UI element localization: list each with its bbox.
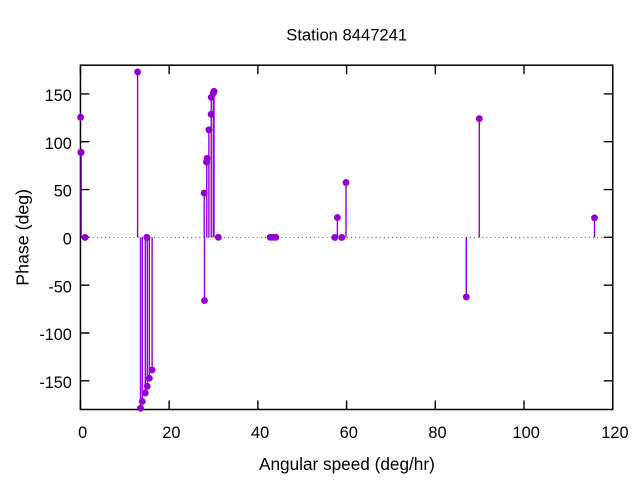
svg-text:40: 40 — [251, 424, 269, 442]
svg-text:50: 50 — [54, 183, 72, 201]
svg-text:20: 20 — [162, 424, 180, 442]
svg-text:Phase (deg): Phase (deg) — [12, 189, 32, 286]
svg-text:Angular speed (deg/hr): Angular speed (deg/hr) — [259, 454, 435, 474]
svg-text:-100: -100 — [39, 326, 71, 344]
svg-text:-50: -50 — [48, 278, 71, 296]
svg-text:-150: -150 — [39, 374, 71, 392]
svg-text:0: 0 — [78, 424, 87, 442]
svg-text:120: 120 — [601, 424, 628, 442]
svg-text:150: 150 — [45, 87, 72, 105]
svg-text:100: 100 — [45, 135, 72, 153]
svg-text:Station 8447241: Station 8447241 — [286, 25, 407, 44]
svg-text:80: 80 — [428, 424, 446, 442]
svg-text:100: 100 — [513, 424, 540, 442]
svg-text:60: 60 — [340, 424, 358, 442]
svg-text:0: 0 — [63, 231, 72, 249]
